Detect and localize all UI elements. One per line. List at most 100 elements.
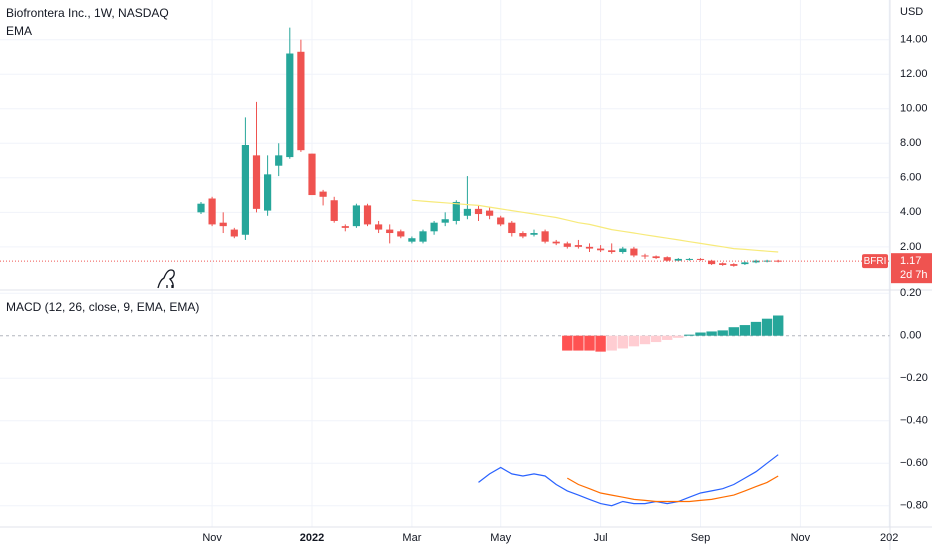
- chart-title: Biofrontera Inc., 1W, NASDAQ: [6, 6, 169, 20]
- symbol-label: BFRI: [864, 256, 887, 267]
- candle-body: [674, 258, 682, 261]
- candle-body: [375, 224, 383, 230]
- legend-entry: EMA: [6, 24, 32, 38]
- candle-body: [641, 255, 649, 257]
- candle-body: [275, 155, 283, 166]
- x-tick-label: May: [490, 532, 511, 544]
- macd-title: MACD (12, 26, close, 9, EMA, EMA): [6, 300, 199, 314]
- macd-line: [478, 454, 779, 507]
- y-tick-label: 2.00: [900, 241, 921, 253]
- candle-body: [552, 241, 560, 244]
- candle-body: [486, 210, 494, 216]
- grid: [0, 0, 890, 527]
- candle-body: [386, 229, 394, 234]
- candle-body: [474, 208, 483, 215]
- y-tick-label: −0.40: [900, 415, 928, 427]
- y-tick-label: 4.00: [900, 206, 921, 218]
- signal-line: [567, 475, 779, 503]
- x-tick-label: Mar: [402, 532, 421, 544]
- candle-body: [241, 145, 249, 235]
- candle-body: [308, 153, 316, 196]
- x-tick-label: Jul: [594, 532, 608, 544]
- candle-body: [652, 256, 660, 259]
- y-tick-label: 0.20: [900, 287, 921, 299]
- candle-body: [719, 263, 727, 265]
- candle-body: [497, 217, 505, 225]
- candle-body: [530, 233, 538, 235]
- candle-body: [541, 231, 549, 242]
- candle-body: [708, 260, 716, 265]
- candle-body: [696, 258, 705, 260]
- candle-body: [685, 258, 693, 260]
- y-axis-unit: USD: [900, 6, 923, 18]
- y-tick-label: 12.00: [900, 68, 928, 80]
- y-tick-label: −0.60: [900, 457, 928, 469]
- candle-body: [441, 219, 449, 223]
- histogram-bar: [761, 318, 773, 336]
- candle-body: [363, 205, 372, 225]
- histogram-bar: [662, 335, 673, 340]
- price-tag: [891, 253, 932, 284]
- candle-body: [774, 260, 782, 262]
- histogram-bar: [595, 335, 606, 352]
- logo-icon: [157, 269, 175, 289]
- histogram-bar: [717, 330, 728, 336]
- histogram-bar: [628, 335, 640, 347]
- x-tick-label: 2022: [300, 532, 324, 544]
- y-tick-label: 10.00: [900, 103, 928, 115]
- y-tick-label: 0.00: [900, 330, 921, 342]
- candle-body: [585, 246, 594, 249]
- histogram-bar: [684, 334, 695, 336]
- price-label: 1.17: [900, 255, 921, 267]
- candle-body: [597, 248, 605, 251]
- candle-body: [741, 262, 749, 265]
- candle-body: [230, 229, 238, 237]
- histogram-bar: [750, 321, 762, 336]
- histogram-bar: [695, 332, 706, 336]
- histogram-bar: [706, 331, 717, 336]
- y-tick-label: 8.00: [900, 137, 921, 149]
- candle-body: [452, 201, 460, 221]
- candle-body: [286, 53, 294, 158]
- candle-body: [219, 222, 227, 227]
- candle-body: [208, 198, 216, 225]
- marks: [0, 27, 890, 507]
- candle-body: [419, 231, 427, 242]
- candle-body: [630, 248, 638, 256]
- histogram-bar: [573, 335, 584, 351]
- candle-body: [508, 222, 516, 234]
- candle-body: [463, 208, 471, 216]
- histogram-bar: [773, 315, 784, 336]
- histogram-bar: [584, 335, 595, 351]
- overlay: Nov 2022 Mar May Jul Sep Nov 202 2.00 4.00 6.00 8.0…: [202, 34, 932, 544]
- y-tick-label: −0.20: [900, 372, 928, 384]
- candle-body: [264, 174, 272, 211]
- candle-body: [763, 260, 771, 262]
- candle-body: [297, 51, 305, 151]
- histogram-bar: [728, 327, 739, 336]
- candle-body: [197, 203, 205, 213]
- candle-body: [430, 222, 438, 232]
- histogram-bar: [673, 335, 684, 338]
- y-tick-label: 14.00: [900, 34, 928, 46]
- x-tick-label: 202: [880, 532, 898, 544]
- countdown-label: 2d 7h: [900, 269, 928, 281]
- candle-body: [519, 233, 527, 237]
- x-tick-label: Nov: [791, 532, 811, 544]
- candle-body: [330, 200, 338, 221]
- candle-body: [397, 231, 405, 237]
- histogram-bar: [606, 335, 617, 351]
- histogram-bar: [739, 325, 751, 336]
- y-tick-label: −0.80: [900, 500, 928, 512]
- candle-body: [730, 264, 738, 266]
- ema-line: [411, 199, 779, 253]
- histogram-bar: [650, 335, 662, 343]
- histogram-bar: [562, 335, 573, 351]
- candle-body: [319, 191, 327, 197]
- candle-body: [408, 238, 416, 242]
- candle-body: [352, 205, 360, 227]
- symbol-tag: [862, 254, 888, 269]
